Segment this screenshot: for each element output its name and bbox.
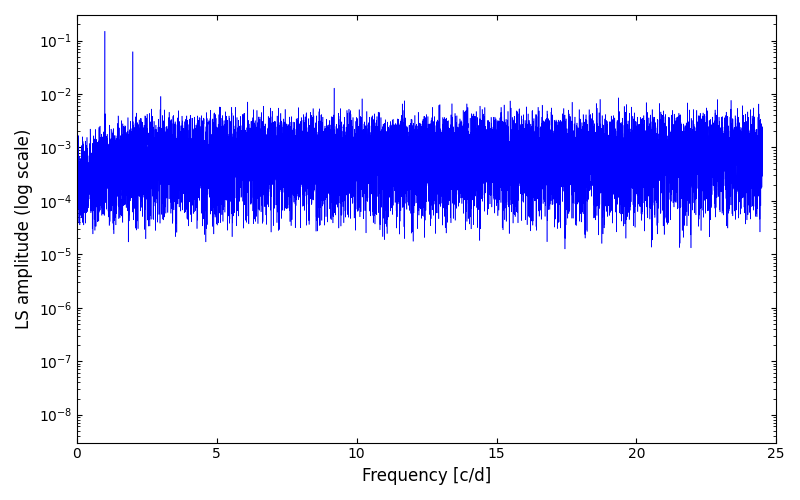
Y-axis label: LS amplitude (log scale): LS amplitude (log scale) <box>15 128 33 329</box>
X-axis label: Frequency [c/d]: Frequency [c/d] <box>362 467 491 485</box>
